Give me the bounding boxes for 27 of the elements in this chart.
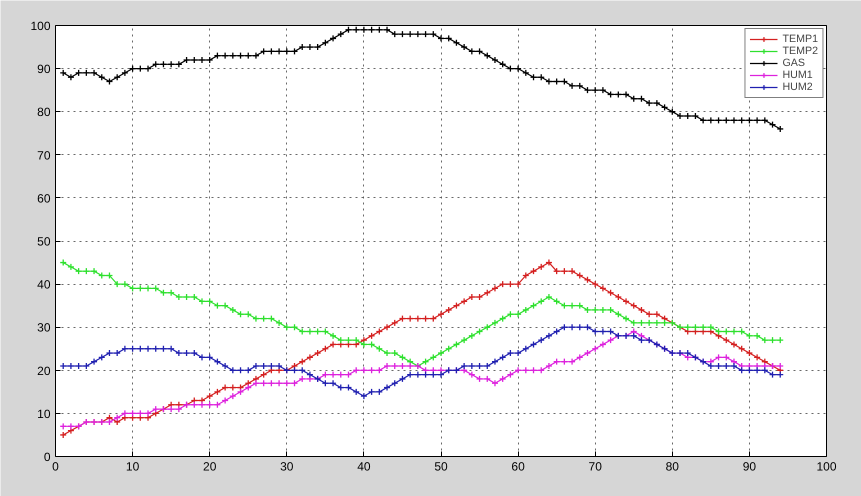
x-tick-label: 80 [666,460,680,474]
x-tick-label: 30 [280,460,294,474]
y-tick-label: 20 [37,364,51,378]
legend-label: GAS [782,57,805,69]
legend-label: TEMP1 [782,33,818,45]
y-tick-label: 60 [37,191,51,206]
y-tick-label: 10 [37,406,51,421]
x-tick-label: 10 [126,460,140,474]
y-tick-label: 70 [37,148,51,162]
legend-label: HUM1 [782,69,813,81]
y-tick-label: 80 [37,105,51,120]
x-tick-label: 40 [357,460,371,474]
y-tick-label: 50 [37,234,51,248]
y-tick-label: 0 [44,450,51,464]
y-tick-label: 90 [37,62,51,76]
x-tick-label: 60 [511,460,526,474]
y-tick-label: 30 [37,320,51,335]
x-tick-label: 0 [52,460,60,474]
x-tick-label: 20 [203,460,217,474]
x-tick-label: 50 [434,460,448,474]
x-tick-label: 70 [588,460,602,474]
y-tick-label: 40 [37,278,51,292]
x-tick-label: 90 [742,460,756,474]
legend-label: TEMP2 [782,45,818,57]
x-tick-label: 100 [816,460,837,474]
y-tick-label: 100 [30,19,51,33]
legend-label: HUM2 [782,81,813,93]
